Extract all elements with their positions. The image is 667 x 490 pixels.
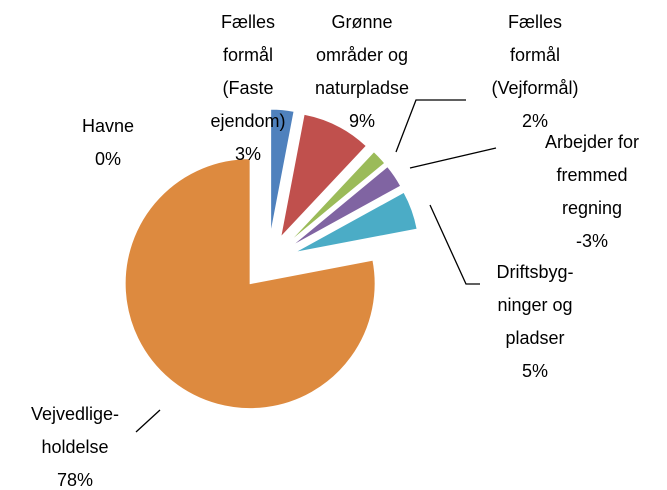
- category-label: Vejvedlige- holdelse: [30, 404, 120, 457]
- slice-label: Arbejder for fremmed regning -3%: [512, 126, 667, 258]
- slice-label: Fælles formål (Vejformål) 2%: [455, 6, 615, 138]
- value-label: 5%: [521, 361, 548, 381]
- category-label: Fælles formål (Faste ejendom): [210, 12, 286, 131]
- category-label: Havne: [81, 116, 135, 136]
- slice-label: Grønne områder og naturpladse 9%: [282, 6, 442, 138]
- category-label: Fælles formål (Vejformål): [491, 12, 579, 98]
- slice-label: Driftsbyg- ninger og pladser 5%: [455, 256, 615, 388]
- leader-line: [429, 204, 480, 285]
- slice-label: Havne 0%: [28, 110, 188, 176]
- leader-line: [395, 99, 466, 153]
- pie-slice: [290, 165, 402, 247]
- pie-slice: [288, 151, 386, 244]
- value-label: 2%: [521, 111, 548, 131]
- pie-slice: [270, 108, 295, 235]
- category-label: Arbejder for fremmed regning: [544, 132, 640, 218]
- value-label: 9%: [348, 111, 375, 131]
- leader-line: [409, 147, 497, 169]
- slice-label: Fælles formål (Faste ejendom) 3%: [168, 6, 328, 171]
- pie-slice: [294, 191, 418, 254]
- pie-slice: [124, 158, 376, 410]
- value-label: 3%: [234, 144, 261, 164]
- slice-label: Vejvedlige- holdelse 78%: [0, 398, 155, 490]
- leader-line: [135, 409, 161, 433]
- value-label: 0%: [94, 149, 121, 169]
- value-label: 78%: [56, 470, 94, 490]
- category-label: Grønne områder og naturpladse: [314, 12, 410, 98]
- value-label: -3%: [575, 231, 608, 251]
- pie-slice: [279, 113, 367, 239]
- category-label: Driftsbyg- ninger og pladser: [496, 262, 574, 348]
